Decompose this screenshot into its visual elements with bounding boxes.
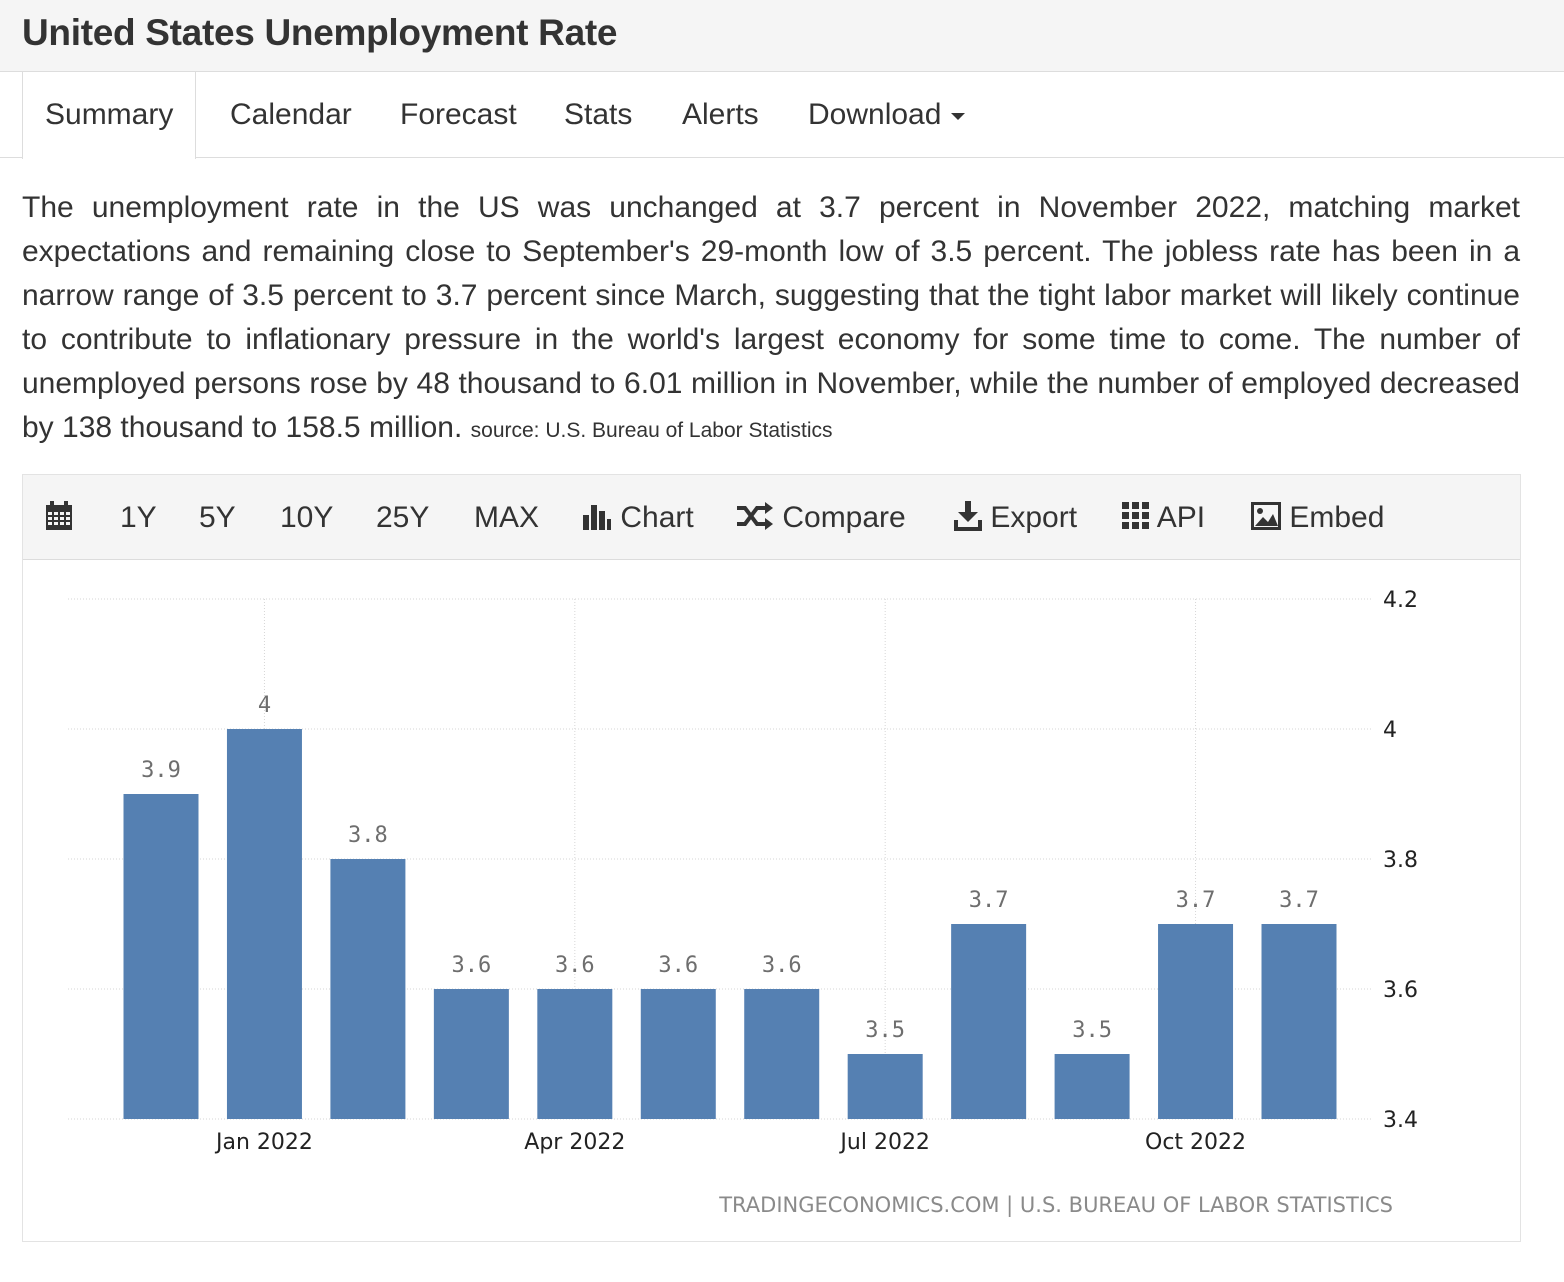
image-icon [1251,502,1281,531]
bar-value-label: 3.6 [451,953,491,978]
bar-value-label: 3.5 [1072,1018,1112,1043]
bar [951,924,1027,1119]
bar-value-label: 4 [258,693,271,718]
bar-value-label: 3.8 [348,823,388,848]
compare-label: Compare [782,501,906,534]
download-icon [954,501,982,532]
bar [847,1054,923,1119]
api-label: API [1156,501,1206,534]
summary-text: The unemployment rate in the US was unch… [22,191,1520,444]
x-tick-label: Oct 2022 [1145,1130,1246,1155]
range-1y-button[interactable]: 1Y [120,501,157,534]
x-tick-label: Jul 2022 [838,1130,930,1155]
bar [640,989,716,1119]
bar [1054,1054,1130,1119]
summary-paragraph: The unemployment rate in the US was unch… [22,186,1520,453]
tab-forecast[interactable]: Forecast [400,98,517,131]
source-note: source: U.S. Bureau of Labor Statistics [470,419,833,442]
bar-value-label: 3.7 [1279,888,1319,913]
range-5y-button[interactable]: 5Y [199,501,236,534]
range-max-button[interactable]: MAX [474,501,540,534]
x-tick-label: Jan 2022 [214,1130,313,1155]
x-tick-label: Apr 2022 [524,1130,625,1155]
chart-type-label: Chart [620,501,694,534]
tab-download[interactable]: Download [808,72,966,158]
tab-download-label: Download [808,98,942,131]
bar [123,794,199,1119]
embed-button[interactable]: Embed [1251,475,1384,560]
y-tick-label: 4.2 [1383,588,1418,613]
y-tick-label: 3.4 [1383,1108,1418,1133]
chart-credit: TRADINGECONOMICS.COM | U.S. BUREAU OF LA… [718,1193,1393,1218]
bar-value-label: 3.6 [762,953,802,978]
caret-down-icon [951,112,966,120]
tab-calendar[interactable]: Calendar [230,98,352,131]
bar-value-label: 3.9 [141,758,181,783]
bar-chart-icon [583,505,611,531]
api-button[interactable]: API [1122,475,1205,560]
bar-value-label: 3.7 [1176,888,1216,913]
bar [744,989,820,1119]
export-label: Export [990,501,1078,534]
bar-value-label: 3.5 [865,1018,905,1043]
shuffle-icon [737,502,773,531]
tab-summary[interactable]: Summary [22,72,197,159]
bar-value-label: 3.6 [658,953,698,978]
export-button[interactable]: Export [954,475,1077,560]
bar-value-label: 3.7 [969,888,1009,913]
y-tick-label: 3.8 [1383,848,1418,873]
y-tick-label: 3.6 [1383,978,1418,1003]
bar [330,859,406,1119]
grid-icon [1122,502,1149,530]
range-25y-button[interactable]: 25Y [376,501,430,534]
title-bar: United States Unemployment Rate [0,0,1564,72]
chart-type-button[interactable]: Chart [582,475,694,560]
bar [537,989,613,1119]
tab-stats[interactable]: Stats [564,98,633,131]
range-10y-button[interactable]: 10Y [280,501,334,534]
bar [1158,924,1234,1119]
tab-bar: Summary Calendar Forecast Stats Alerts D… [0,72,1564,159]
calendar-icon[interactable] [45,475,73,560]
bar [433,989,509,1119]
y-tick-label: 4 [1383,718,1397,743]
chart-toolbar: 1Y 5Y 10Y 25Y MAX Chart Compare [23,475,1520,560]
compare-button[interactable]: Compare [736,475,906,560]
bar-value-label: 3.6 [555,953,595,978]
embed-label: Embed [1289,501,1385,534]
bar [1261,924,1337,1119]
unemployment-bar-chart: 3.9 4 3.8 3.6 3.6 3.6 3.6 3.5 3.7 3.5 3.7 3.7 3.4 3.… [68,588,1418,1218]
tab-alerts[interactable]: Alerts [682,98,759,131]
chart-panel: 1Y 5Y 10Y 25Y MAX Chart Compare [22,474,1521,1242]
page-title: United States Unemployment Rate [22,12,618,53]
bar [226,729,302,1119]
